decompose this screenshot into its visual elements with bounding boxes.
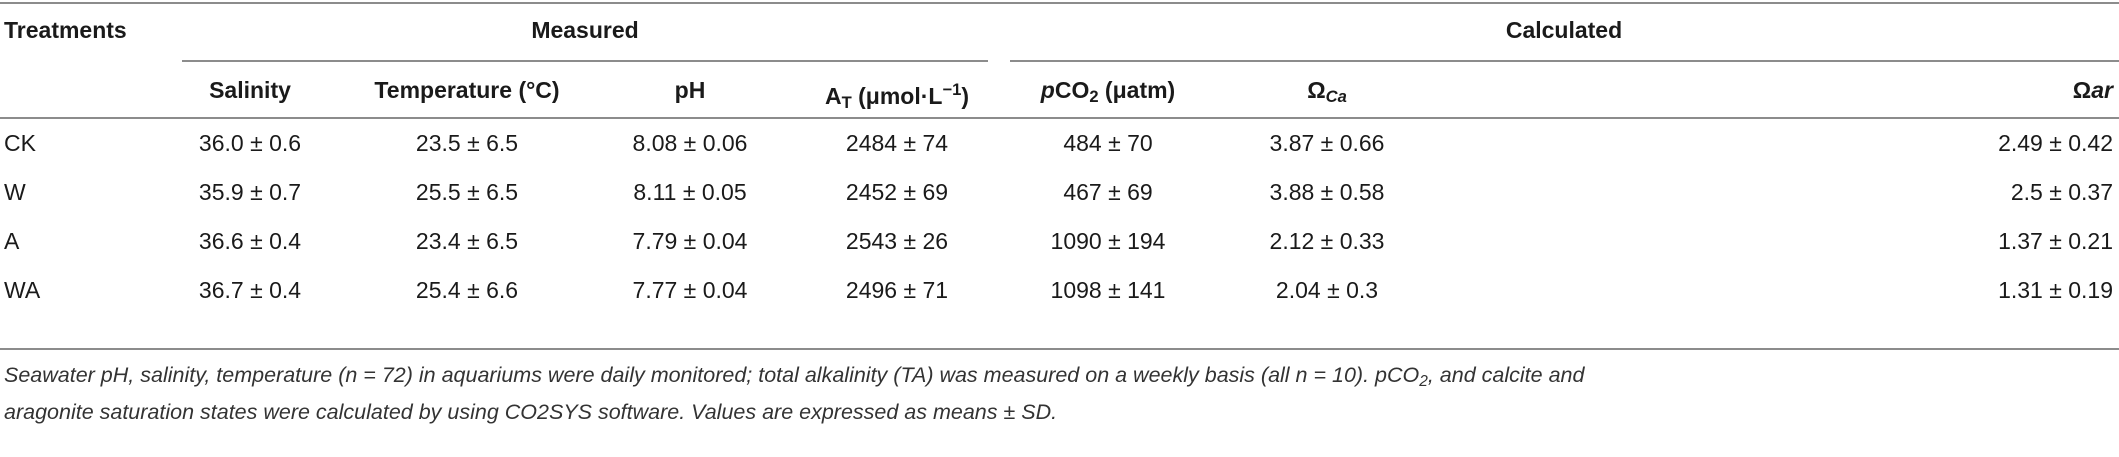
omega-aragonite-cell: 2.5 ± 0.37: [2010, 179, 2113, 205]
omega-calcite-cell: 3.87 ± 0.66: [1269, 130, 1385, 156]
temperature-cell: 25.4 ± 6.6: [415, 277, 519, 303]
caption-line-2: aragonite saturation states were calcula…: [4, 399, 1058, 424]
omega-aragonite-cell: 2.49 ± 0.42: [1998, 130, 2113, 156]
treatment-cell: A: [4, 228, 20, 254]
treatment-cell: CK: [4, 130, 36, 156]
header-bottom-rule: [0, 117, 2119, 119]
table-top-rule: [0, 2, 2119, 4]
alkalinity-cell: 2543 ± 26: [845, 228, 949, 254]
treatment-cell: WA: [4, 277, 41, 303]
omega-aragonite-cell: 1.37 ± 0.21: [1998, 228, 2113, 254]
alkalinity-cell: 2496 ± 71: [845, 277, 949, 303]
caption-line-1: Seawater pH, salinity, temperature (n = …: [4, 363, 1585, 390]
salinity-cell: 36.7 ± 0.4: [198, 277, 302, 303]
ph-cell: 7.77 ± 0.04: [632, 277, 748, 303]
measured-group-header: Measured: [531, 17, 639, 43]
omega-calcite-cell: 2.12 ± 0.33: [1269, 228, 1385, 254]
table-caption: Seawater pH, salinity, temperature (n = …: [4, 360, 2114, 428]
calculated-group-header: Calculated: [1505, 17, 1623, 43]
ph-header: pH: [674, 77, 706, 103]
temperature-cell: 25.5 ± 6.5: [415, 179, 519, 205]
temperature-cell: 23.5 ± 6.5: [415, 130, 519, 156]
pco2-cell: 484 ± 70: [1063, 130, 1153, 156]
omega-calcite-header: ΩCa: [1307, 77, 1347, 107]
salinity-cell: 36.6 ± 0.4: [198, 228, 302, 254]
salinity-header: Salinity: [209, 77, 291, 103]
pco2-cell: 1098 ± 141: [1050, 277, 1166, 303]
salinity-cell: 36.0 ± 0.6: [198, 130, 302, 156]
omega-aragonite-cell: 1.31 ± 0.19: [1998, 277, 2113, 303]
omega-calcite-cell: 2.04 ± 0.3: [1275, 277, 1379, 303]
treatment-cell: W: [4, 179, 26, 205]
measured-group-rule: [182, 60, 988, 62]
omega-aragonite-header: Ωar: [2072, 77, 2113, 103]
omega-calcite-cell: 3.88 ± 0.58: [1269, 179, 1385, 205]
temperature-cell: 23.4 ± 6.5: [415, 228, 519, 254]
ph-cell: 7.79 ± 0.04: [632, 228, 748, 254]
ph-cell: 8.11 ± 0.05: [633, 179, 747, 205]
alkalinity-cell: 2452 ± 69: [845, 179, 949, 205]
temperature-header: Temperature (°C): [374, 77, 560, 103]
treatments-header: Treatments: [4, 17, 127, 43]
pco2-cell: 1090 ± 194: [1050, 228, 1166, 254]
calculated-group-rule: [1010, 60, 2119, 62]
table-bottom-rule: [0, 348, 2119, 350]
pco2-cell: 467 ± 69: [1063, 179, 1153, 205]
alkalinity-cell: 2484 ± 74: [845, 130, 949, 156]
ph-cell: 8.08 ± 0.06: [632, 130, 748, 156]
salinity-cell: 35.9 ± 0.7: [198, 179, 302, 205]
pco2-header: pCO2 (μatm): [1040, 77, 1176, 107]
alkalinity-header: AT (μmol·L−1): [824, 80, 970, 113]
